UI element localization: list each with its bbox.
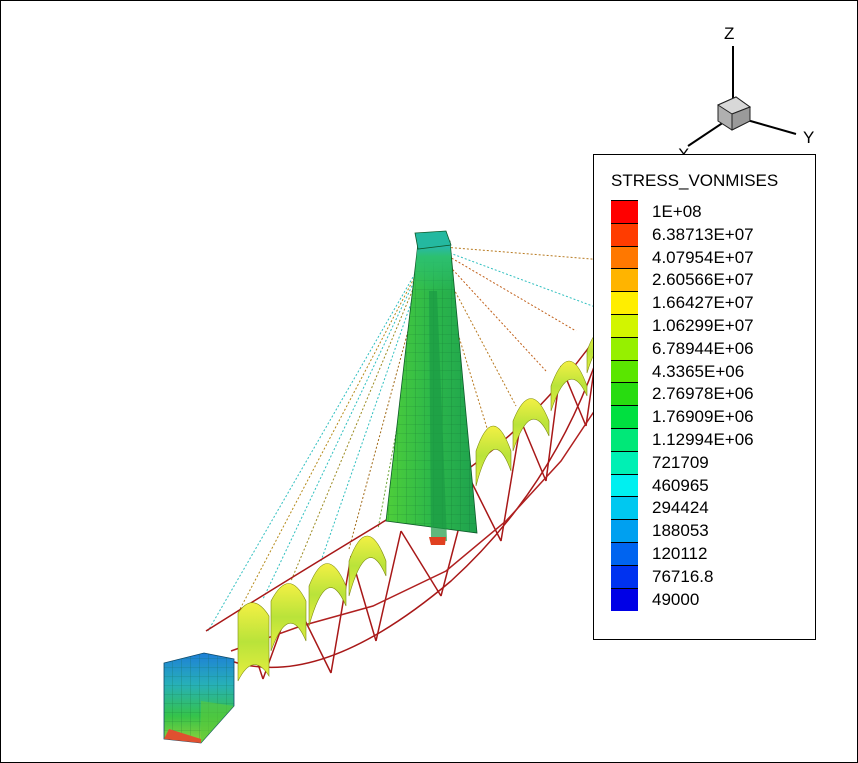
legend-level-label: 4.3365E+06 [652, 361, 745, 381]
legend-level-label: 1E+08 [652, 202, 702, 221]
legend-level-label: 1.66427E+07 [652, 293, 754, 313]
legend-swatch [611, 200, 638, 223]
legend-swatch [611, 519, 638, 543]
legend-level-label: 2.60566E+07 [652, 270, 754, 290]
legend-swatch [611, 450, 638, 474]
legend-level-label: 76716.8 [652, 566, 714, 586]
truss-arch [205, 315, 612, 680]
left-anchor-block [163, 652, 235, 744]
contour-legend[interactable]: STRESS_VONMISES 1E+08 6.38713E+07 4.07954E… [593, 154, 816, 640]
legend-title: STRESS_VONMISES [611, 171, 779, 190]
pylon [385, 230, 478, 545]
legend-level-label: 2.76978E+06 [652, 384, 754, 404]
legend-swatch [611, 405, 638, 429]
legend-swatch [611, 359, 638, 383]
legend-swatch [611, 587, 638, 611]
legend-swatch [611, 564, 638, 588]
legend-level-label: 6.38713E+07 [652, 224, 754, 244]
legend-level-label: 188053 [652, 521, 709, 541]
z-axis-label: Z [724, 24, 735, 43]
legend-level-label: 49000 [652, 589, 700, 609]
legend-level-label: 120112 [652, 544, 708, 563]
legend-level-label: 4.07954E+07 [652, 247, 754, 267]
legend-level-label: 1.12994E+06 [652, 430, 754, 449]
legend-level-label: 1.06299E+07 [652, 316, 754, 335]
y-axis-label: Y [803, 128, 815, 147]
legend-swatch [611, 473, 638, 497]
legend-swatch [611, 268, 638, 292]
legend-level-label: 460965 [652, 475, 709, 495]
legend-level-label: 1.76909E+06 [652, 407, 754, 427]
legend-swatch [611, 382, 638, 406]
legend-swatch [611, 314, 638, 337]
legend-level-label: 6.78944E+06 [652, 338, 754, 358]
legend-swatch [611, 291, 638, 315]
legend-swatch [611, 245, 638, 269]
stay-cables [207, 245, 642, 632]
legend-level-label: 721709 [652, 452, 709, 472]
legend-level-label: 294424 [652, 498, 709, 518]
legend-swatch [611, 428, 638, 451]
axis-triad [687, 46, 797, 147]
legend-swatch [611, 336, 638, 360]
legend-swatch [611, 542, 638, 565]
legend-swatch [611, 496, 638, 520]
legend-swatch [611, 222, 638, 246]
